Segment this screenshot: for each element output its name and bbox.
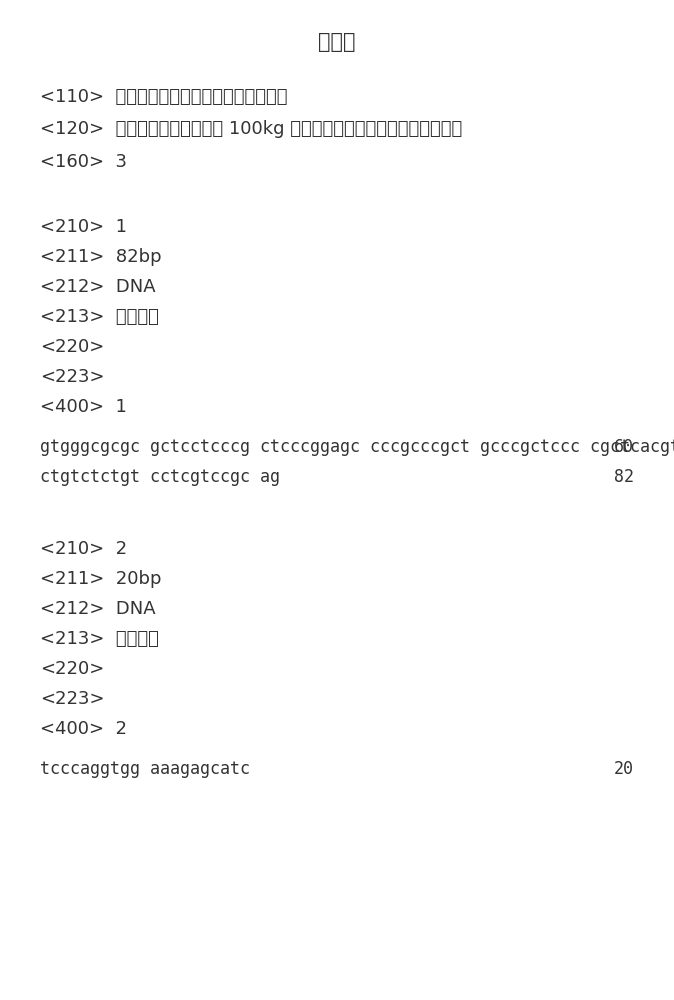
Text: <210>  2: <210> 2 (40, 540, 127, 558)
Text: <220>: <220> (40, 660, 104, 678)
Text: <213>  人工序列: <213> 人工序列 (40, 630, 159, 648)
Text: <160>  3: <160> 3 (40, 153, 127, 171)
Text: <211>  82bp: <211> 82bp (40, 248, 162, 266)
Text: <212>  DNA: <212> DNA (40, 278, 156, 296)
Text: <212>  DNA: <212> DNA (40, 600, 156, 618)
Text: <210>  1: <210> 1 (40, 218, 127, 236)
Text: <400>  1: <400> 1 (40, 398, 127, 416)
Text: 序列表: 序列表 (318, 32, 356, 52)
Text: <220>: <220> (40, 338, 104, 356)
Text: <223>: <223> (40, 368, 104, 386)
Text: 20: 20 (614, 760, 634, 778)
Text: 82: 82 (614, 468, 634, 486)
Text: <120>  一种鉴定或辅助鉴定猪 100kg 体重眼肌面积的方法及其专用试剂盒: <120> 一种鉴定或辅助鉴定猪 100kg 体重眼肌面积的方法及其专用试剂盒 (40, 120, 462, 138)
Text: gtgggcgcgc gctcctcccg ctcccggagc cccgcccgct gcccgctccc cgctcacgtc: gtgggcgcgc gctcctcccg ctcccggagc cccgccc… (40, 438, 674, 456)
Text: tcccaggtgg aaagagcatc: tcccaggtgg aaagagcatc (40, 760, 250, 778)
Text: <213>  人工序列: <213> 人工序列 (40, 308, 159, 326)
Text: ctgtctctgt cctcgtccgc ag: ctgtctctgt cctcgtccgc ag (40, 468, 280, 486)
Text: <110>  中国农业科学院北京畜牧兽医研究所: <110> 中国农业科学院北京畜牧兽医研究所 (40, 88, 288, 106)
Text: 60: 60 (614, 438, 634, 456)
Text: <400>  2: <400> 2 (40, 720, 127, 738)
Text: <223>: <223> (40, 690, 104, 708)
Text: <211>  20bp: <211> 20bp (40, 570, 162, 588)
